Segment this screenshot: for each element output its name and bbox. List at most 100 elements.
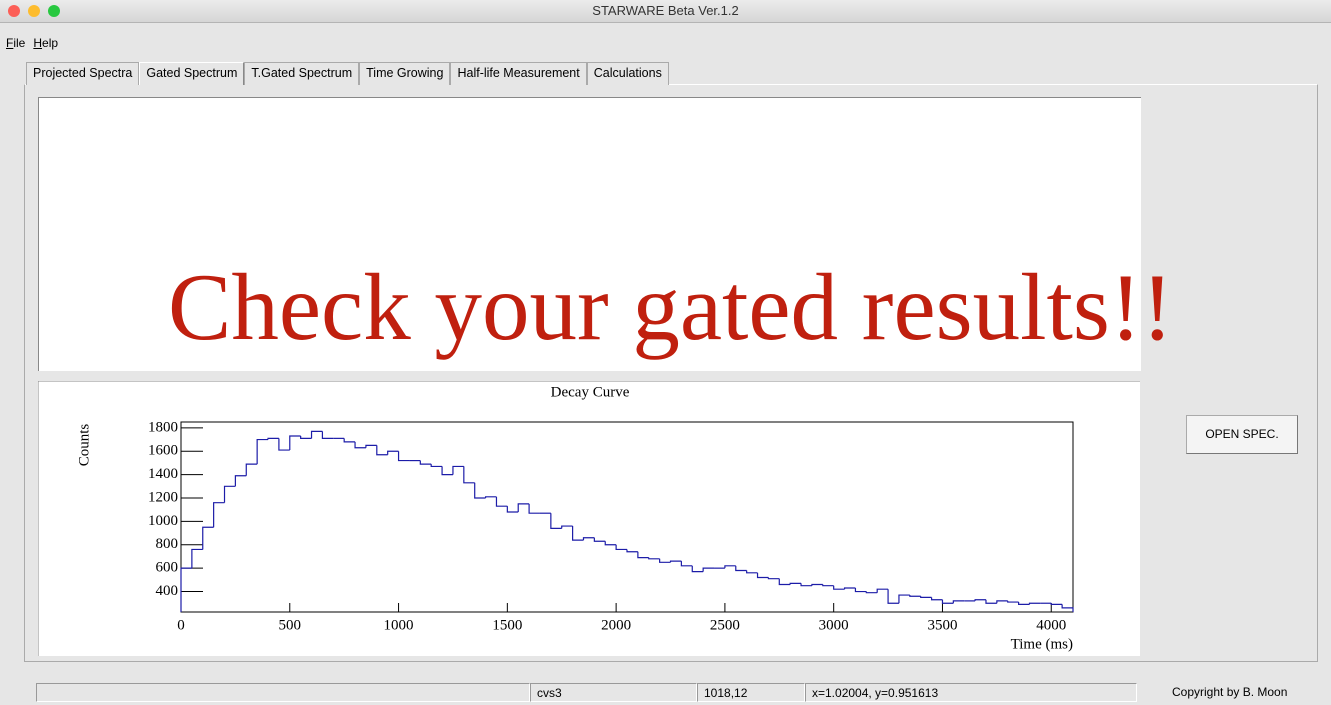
histogram-step [376, 445, 388, 456]
histogram-step [267, 437, 279, 440]
tab[interactable]: Calculations [586, 62, 669, 85]
x-tick-label: 3000 [819, 617, 849, 633]
tab-bar: Projected Spectra Gated Spectrum T.Gated… [26, 62, 669, 85]
histogram-step [811, 583, 823, 586]
y-tick-label: 1800 [148, 419, 178, 435]
histogram-step [528, 503, 540, 514]
y-tick-label: 1600 [148, 443, 178, 459]
status-field: x=1.02004, y=0.951613 [805, 683, 1137, 702]
histogram-step [1061, 604, 1074, 612]
histogram-step [789, 582, 802, 585]
histogram-step [1028, 602, 1041, 605]
tab[interactable]: T.Gated Spectrum [244, 62, 360, 85]
histogram-step [354, 441, 366, 449]
histogram-step [213, 502, 225, 528]
x-tick-label: 3500 [927, 617, 957, 633]
x-tick-label: 2500 [710, 617, 740, 633]
tab[interactable]: Projected Spectra [26, 62, 140, 85]
histogram-step [310, 430, 323, 439]
histogram-step [561, 525, 573, 529]
histogram-step [680, 561, 693, 567]
y-axis-label: Counts [76, 424, 92, 467]
histogram-step [430, 464, 443, 468]
tab[interactable]: Half-life Measurement [450, 62, 587, 85]
histogram-step [735, 565, 747, 572]
status-field [36, 683, 530, 702]
histogram-step [778, 578, 791, 586]
histogram-step [822, 584, 834, 587]
histogram-step [397, 451, 410, 462]
histogram-step [843, 587, 856, 590]
histogram-step [659, 558, 671, 563]
histogram-step [289, 435, 301, 451]
histogram-step [1050, 603, 1063, 605]
histogram-step [452, 465, 464, 475]
tab[interactable]: Gated Spectrum [139, 62, 245, 85]
menu-item[interactable]: Help [33, 36, 59, 50]
window-title: STARWARE Beta Ver.1.2 [592, 3, 739, 18]
histogram-step [1018, 602, 1030, 605]
histogram-step [691, 565, 704, 573]
histogram-step [343, 438, 356, 443]
y-tick-label: 400 [156, 583, 179, 599]
histogram-step [495, 496, 508, 507]
histogram-step [930, 597, 943, 601]
histogram-step [365, 444, 377, 448]
copyright: Copyright by B. Moon [1172, 685, 1288, 699]
histogram-step [800, 583, 812, 587]
histogram-step [441, 466, 453, 476]
histogram-step [191, 548, 203, 569]
tab-panel [24, 84, 1318, 662]
histogram-step [724, 565, 736, 569]
histogram-step [746, 570, 758, 574]
tab[interactable]: Time Growing [359, 62, 451, 85]
histogram-step [180, 567, 192, 612]
histogram-step [833, 585, 845, 590]
title-bar: STARWARE Beta Ver.1.2 [0, 0, 1331, 23]
histogram-step [550, 513, 562, 529]
histogram-step [920, 596, 932, 598]
y-tick-label: 800 [156, 536, 179, 552]
histogram-step [245, 463, 258, 476]
chart-title: Decay Curve [551, 384, 630, 400]
y-tick-label: 1200 [148, 489, 178, 505]
open-spec-button[interactable]: OPEN SPEC. [1186, 415, 1298, 454]
histogram-step [517, 503, 530, 513]
histogram-step [702, 567, 715, 572]
histogram-step [985, 599, 997, 604]
zoom-button[interactable] [48, 5, 60, 17]
histogram-step [593, 537, 606, 542]
histogram-step [767, 577, 780, 580]
histogram-step [756, 572, 769, 579]
histogram-step [941, 599, 954, 604]
histogram-step [582, 537, 595, 541]
canvas [38, 97, 1141, 371]
menu-item[interactable]: File [6, 36, 26, 50]
histogram-step [419, 460, 432, 465]
histogram-step [234, 475, 247, 487]
histogram-step [256, 438, 269, 465]
histogram-step [909, 595, 921, 597]
histogram-step [854, 588, 867, 593]
close-button[interactable] [8, 5, 20, 17]
x-tick-label: 2000 [601, 617, 631, 633]
histogram-step [604, 541, 617, 546]
status-field: 1018,12 [697, 683, 805, 702]
y-tick-label: 1400 [148, 466, 178, 482]
histogram-step [572, 526, 584, 541]
y-tick-label: 1000 [148, 513, 178, 529]
status-field: cvs3 [530, 683, 697, 702]
histogram-step [865, 591, 878, 594]
x-axis-label: Time (ms) [1011, 636, 1073, 652]
plot-frame [180, 421, 1074, 613]
histogram-step [463, 466, 475, 484]
minimize-button[interactable] [28, 5, 40, 17]
chart: Decay Curve Counts Time (ms) 400 600 800 10… [38, 381, 1140, 656]
x-tick-label: 1000 [384, 617, 414, 633]
histogram-step [278, 438, 290, 451]
histogram-step [321, 431, 334, 439]
histogram-step [300, 436, 312, 439]
x-tick-label: 0 [177, 617, 185, 633]
x-tick-label: 1500 [492, 617, 522, 633]
